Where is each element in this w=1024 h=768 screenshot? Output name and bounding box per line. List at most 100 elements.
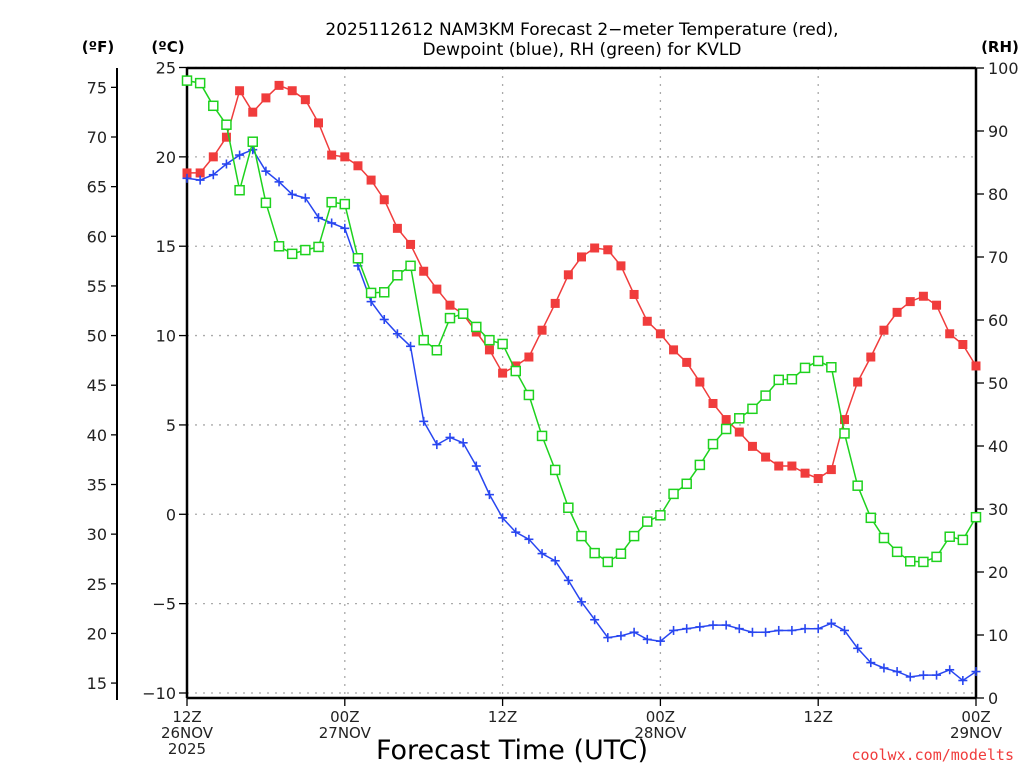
temperature-point (577, 252, 586, 262)
dewpoint-point (734, 624, 744, 634)
dewpoint-point (537, 549, 547, 559)
rh-point (628, 530, 640, 542)
rh-point (852, 480, 863, 491)
temperature-point (892, 307, 902, 317)
rh-tick-label: 70 (988, 248, 1008, 267)
dewpoint-point (445, 432, 455, 442)
rh-point (497, 338, 508, 350)
dewpoint-point (669, 625, 679, 635)
temperature-point (208, 152, 218, 162)
temperature-point (708, 398, 718, 408)
fahrenheit-tick-label: 15 (87, 674, 107, 693)
fahrenheit-tick-label: 50 (87, 327, 107, 346)
celsius-tick-label: 20 (156, 148, 176, 167)
temperature-point (787, 461, 797, 471)
dewpoint-point (945, 665, 955, 675)
dewpoint-point (274, 177, 284, 187)
temperature-point (445, 300, 455, 310)
rh-point (931, 551, 942, 563)
temperature-point (761, 452, 771, 462)
rh-point (747, 403, 758, 415)
rh-tick-label: 50 (988, 374, 1008, 393)
rh-point (576, 530, 587, 542)
rh-point (418, 334, 429, 346)
rh-point (405, 260, 416, 272)
dewpoint-point (971, 667, 981, 677)
temperature-point (182, 168, 192, 178)
temperature-point (879, 325, 889, 335)
rh-axis-label: (RH) (981, 38, 1019, 56)
temperature-point (853, 377, 863, 387)
dewpoint-point (406, 341, 416, 351)
celsius-tick-label: 25 (156, 59, 176, 78)
rh-tick-label: 10 (988, 626, 1008, 645)
rh-point (878, 532, 890, 544)
rh-point (194, 77, 206, 89)
rh-point (457, 308, 469, 319)
dewpoint-point (708, 620, 718, 630)
dewpoint-point (458, 438, 468, 448)
rh-point (642, 516, 653, 527)
rh-point (484, 334, 495, 346)
x-axis-title: Forecast Time (UTC) (376, 735, 648, 766)
temperature-point (971, 361, 981, 371)
rh-point (549, 464, 561, 476)
dewpoint-point (918, 670, 928, 680)
temperature-point (682, 357, 692, 367)
fahrenheit-tick-label: 75 (87, 78, 107, 97)
dewpoint-point (287, 189, 297, 199)
dewpoint-point (892, 667, 902, 677)
rh-point (326, 196, 337, 208)
celsius-axis-label: (ºC) (151, 38, 184, 56)
fahrenheit-tick-label: 70 (87, 128, 107, 147)
temperature-point (866, 352, 876, 362)
temperature-line (187, 84, 977, 480)
dewpoint-point (695, 622, 705, 632)
dewpoint-point (261, 166, 271, 176)
temperature-point (932, 300, 942, 310)
temperature-point (590, 243, 600, 253)
temperature-point (721, 415, 731, 425)
dewpoint-point (642, 634, 652, 644)
rh-point (865, 512, 877, 524)
rh-point (812, 355, 824, 367)
temperature-point (958, 340, 968, 350)
celsius-tick-label: 15 (156, 237, 176, 256)
temperature-point (221, 132, 231, 142)
rh-point (273, 241, 285, 252)
rh-point (681, 478, 692, 490)
rh-point (208, 100, 219, 112)
x-tick-label: 27NOV (319, 724, 372, 742)
dewpoint-point (932, 670, 942, 680)
dewpoint-point (471, 461, 481, 471)
rh-tick-label: 0 (988, 689, 998, 708)
rh-point (589, 547, 600, 559)
dewpoint-point (629, 627, 639, 637)
temperature-point (314, 118, 323, 128)
rh-point (655, 510, 666, 521)
rh-point (444, 312, 456, 324)
rh-point (707, 438, 719, 450)
dewpoint-point (787, 625, 797, 635)
x-tick-label: 12Z (488, 708, 517, 726)
temperature-point (524, 352, 534, 362)
x-tick-label: 12Z (172, 708, 201, 726)
dewpoint-point (182, 173, 192, 183)
rh-point (957, 534, 969, 546)
rh-point (944, 531, 955, 542)
dewpoint-point (800, 624, 810, 634)
celsius-tick-label: −5 (152, 595, 176, 614)
temperature-point (669, 345, 679, 355)
data-series (181, 75, 982, 685)
series-temperature (182, 80, 981, 484)
dewpoint-point (221, 159, 231, 169)
rh-tick-label: 80 (988, 185, 1008, 204)
rh-tick-label: 30 (988, 500, 1008, 519)
dewpoint-point (590, 615, 600, 625)
dewpoint-point (563, 575, 573, 585)
dewpoint-point (208, 170, 218, 180)
rh-point (773, 374, 784, 386)
temperature-point (366, 175, 376, 185)
temperature-point (918, 291, 928, 301)
dewpoint-point (550, 556, 560, 566)
